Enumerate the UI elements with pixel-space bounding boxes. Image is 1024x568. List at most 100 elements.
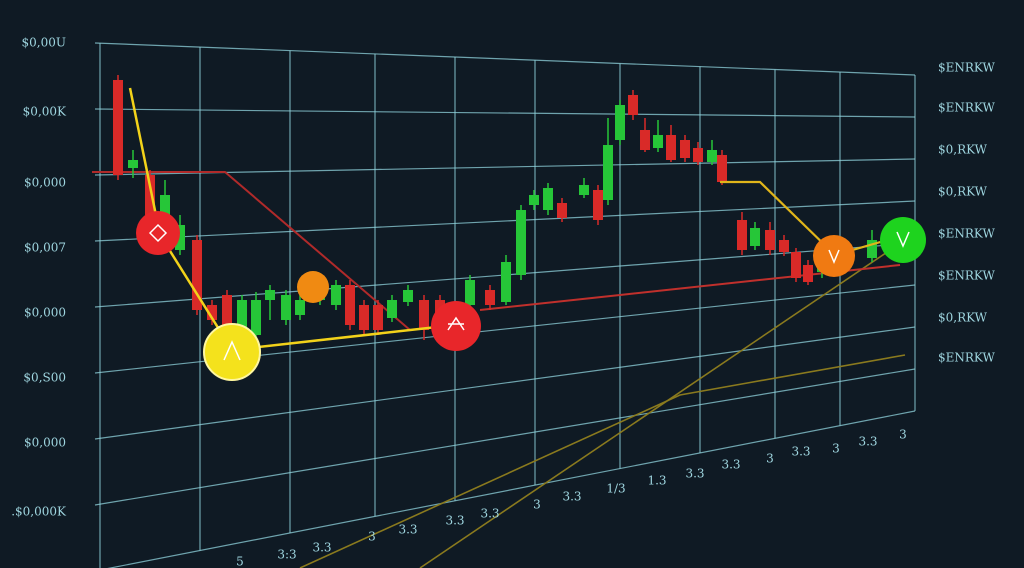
- right-axis-label: $ENRKW: [938, 351, 995, 365]
- candle-body: [251, 300, 261, 335]
- candle-body: [295, 300, 305, 315]
- x-axis-label: 3.3: [858, 435, 877, 449]
- marker-icon: [896, 231, 910, 248]
- candle-body: [145, 175, 155, 215]
- candle-body: [113, 80, 123, 175]
- x-axis-label: 3: [533, 498, 541, 512]
- x-axis-label: 3.3: [312, 541, 331, 555]
- x-axis-label: 3.3: [791, 445, 810, 459]
- candles: [113, 75, 877, 350]
- candle-body: [543, 188, 553, 210]
- x-axis-label: 3.3: [398, 523, 417, 537]
- orange-marker: [297, 271, 329, 303]
- candle-body: [803, 265, 813, 282]
- x-axis-label: 3.3: [562, 490, 581, 504]
- olive-line: [299, 354, 906, 568]
- green-marker: [880, 217, 926, 263]
- x-axis-label: 3.3: [445, 514, 464, 528]
- candle-body: [175, 225, 185, 250]
- candle-body: [501, 262, 511, 302]
- candle-body: [593, 190, 603, 220]
- olive-line: [419, 239, 906, 568]
- y-axis-label: .$0,000K: [11, 505, 67, 519]
- candle-body: [237, 300, 247, 330]
- candle-body: [693, 148, 703, 162]
- marker-icon: [828, 249, 840, 264]
- candle-body: [640, 130, 650, 150]
- y-axis-label: $0,00U: [22, 36, 66, 50]
- candle-body: [680, 140, 690, 158]
- x-axis-label: 3.3: [480, 507, 499, 521]
- markers: [136, 211, 926, 381]
- x-axis-label: 3: [368, 530, 376, 544]
- x-axis-label: 3:3: [277, 548, 296, 562]
- candle-body: [359, 305, 369, 330]
- marker-icon: [447, 316, 465, 331]
- candle-body: [666, 135, 676, 160]
- yellow-lines: [128, 87, 906, 352]
- right-axis-label: $ENRKW: [938, 227, 995, 241]
- red-marker: [136, 211, 180, 255]
- right-axis-label: $0,RKW: [938, 311, 988, 325]
- candle-body: [867, 240, 877, 258]
- candle-body: [707, 150, 717, 162]
- candle-body: [779, 240, 789, 252]
- labels: $0,00U $0,00K $0,000 $0,007 $0,000 $0,S00 $0,0…: [11, 36, 995, 568]
- candle-body: [603, 145, 613, 200]
- marker-icon: [148, 223, 168, 243]
- x-axis-label: 3.3: [721, 458, 740, 472]
- grid-line: [94, 326, 916, 440]
- grid-line: [107, 410, 916, 568]
- right-axis-label: $0,RKW: [938, 143, 988, 157]
- candle-body: [529, 195, 539, 205]
- candle-body: [192, 240, 202, 310]
- candle-body: [628, 95, 638, 115]
- candle-body: [791, 252, 801, 278]
- candle-body: [345, 285, 355, 325]
- candle-body: [419, 300, 429, 330]
- y-axis-label: $0,000: [24, 306, 66, 320]
- orange-marker: [813, 235, 855, 277]
- candle-body: [281, 295, 291, 320]
- y-axis-label: $0,000: [24, 436, 66, 450]
- y-axis-label: $0,007: [24, 241, 66, 255]
- yellow-marker: [203, 323, 261, 381]
- grid-line: [94, 368, 916, 506]
- candle-body: [387, 300, 397, 318]
- candle-body: [717, 155, 727, 182]
- candle-body: [737, 220, 747, 250]
- candle-body: [485, 290, 495, 305]
- candle-body: [373, 305, 383, 330]
- candle-body: [579, 185, 589, 195]
- right-axis-label: $ENRKW: [938, 61, 995, 75]
- candle-body: [265, 290, 275, 300]
- x-axis-label: 3.3: [685, 467, 704, 481]
- x-axis-label: 3: [832, 442, 840, 456]
- x-axis-label: 1/3: [606, 482, 625, 496]
- grid-line: [94, 200, 916, 242]
- candle-body: [465, 280, 475, 305]
- candle-body: [331, 285, 341, 305]
- candle-body: [750, 228, 760, 246]
- candle-body: [557, 203, 567, 218]
- x-axis-label: 3: [899, 428, 907, 442]
- x-axis-label: 1.3: [647, 474, 666, 488]
- candle-body: [207, 305, 217, 320]
- right-axis-label: $0,RKW: [938, 185, 988, 199]
- candle-body: [765, 230, 775, 250]
- y-axis-label: $0,000: [24, 176, 66, 190]
- candle-body: [403, 290, 413, 302]
- grid-line: [94, 108, 916, 118]
- yellow-line: [128, 87, 456, 352]
- candle-body: [653, 135, 663, 148]
- y-axis-label: $0,S00: [23, 371, 66, 385]
- marker-icon: [223, 340, 241, 361]
- x-axis-label: 5: [236, 555, 244, 568]
- yellow-line: [720, 180, 906, 257]
- y-axis-label: $0,00K: [23, 105, 67, 119]
- red-line: [92, 171, 411, 331]
- grid-line: [94, 42, 916, 76]
- candle-body: [516, 210, 526, 275]
